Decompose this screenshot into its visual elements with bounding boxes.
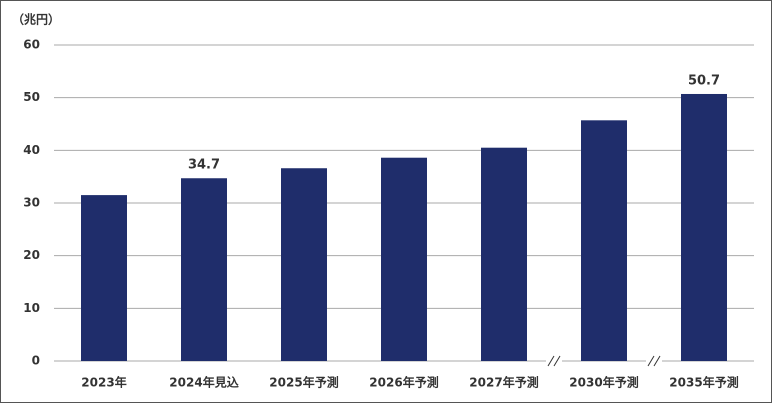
bar xyxy=(581,120,627,362)
data-label: 50.7 xyxy=(688,73,720,88)
axis-break-gap xyxy=(546,357,562,365)
axis-break-mark xyxy=(547,355,555,367)
y-tick-label: 40 xyxy=(23,143,40,157)
y-tick-label: 30 xyxy=(23,196,40,210)
y-tick-label: 10 xyxy=(23,301,40,315)
x-tick-label: 2024年見込 xyxy=(169,375,238,390)
y-tick-label: 0 xyxy=(32,354,40,368)
bar xyxy=(81,195,127,361)
bar xyxy=(181,178,227,361)
bar xyxy=(381,157,427,361)
data-label: 34.7 xyxy=(188,158,220,173)
x-tick-label: 2025年予測 xyxy=(269,375,338,390)
bar xyxy=(281,168,327,361)
unit-label: （兆円） xyxy=(12,12,60,27)
y-tick-label: 20 xyxy=(23,248,40,262)
axis-break-mark xyxy=(653,355,661,367)
bar xyxy=(681,93,727,361)
axis-break-gap xyxy=(646,357,662,365)
x-tick-label: 2030年予測 xyxy=(569,375,638,390)
y-tick-label: 50 xyxy=(23,90,40,104)
x-tick-label: 2035年予測 xyxy=(669,375,738,390)
axis-break-mark xyxy=(647,355,655,367)
bar xyxy=(481,147,527,361)
axis-break-mark xyxy=(553,355,561,367)
y-tick-label: 60 xyxy=(23,38,40,52)
x-tick-label: 2023年 xyxy=(81,375,126,390)
x-tick-label: 2026年予測 xyxy=(369,375,438,390)
x-tick-label: 2027年予測 xyxy=(469,375,538,390)
